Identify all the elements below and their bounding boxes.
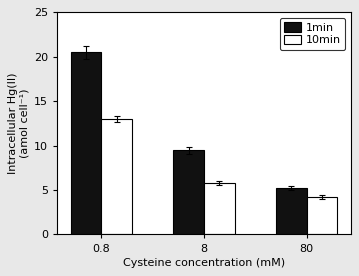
Bar: [173, 150, 204, 235]
Bar: [71, 52, 101, 235]
Bar: [101, 119, 132, 235]
X-axis label: Cysteine concentration (mM): Cysteine concentration (mM): [123, 258, 285, 268]
Y-axis label: Intracellular Hg(II)
(amol cell⁻¹): Intracellular Hg(II) (amol cell⁻¹): [8, 73, 30, 174]
Legend: 1min, 10min: 1min, 10min: [280, 18, 345, 50]
Bar: [276, 188, 307, 235]
Bar: [307, 197, 337, 235]
Bar: [204, 183, 235, 235]
